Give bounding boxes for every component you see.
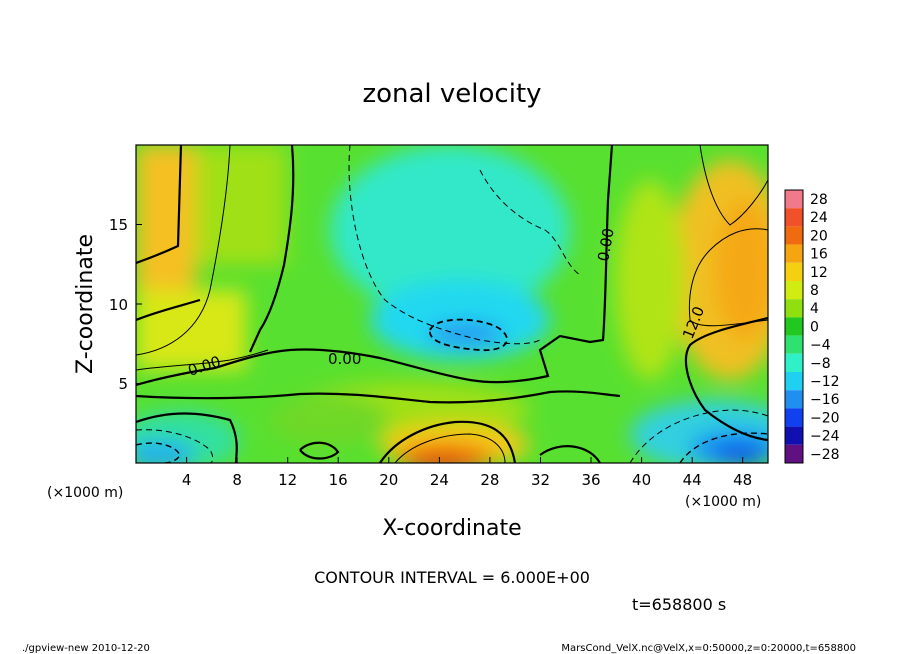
y-tick-label: 15	[109, 216, 128, 234]
colorbar-tick-label: 16	[810, 247, 828, 263]
x-tick-label: 44	[683, 471, 702, 489]
colorbar-swatch	[785, 281, 803, 300]
y-axis	[136, 224, 142, 384]
x-tick-label: 20	[379, 471, 398, 489]
x-axis	[186, 457, 744, 463]
x-tick-label: 16	[329, 471, 348, 489]
contour-zero	[685, 316, 768, 442]
chart-title: zonal velocity	[362, 79, 541, 109]
contour-negative	[136, 429, 214, 463]
field-region	[196, 145, 286, 265]
colorbar-tick-label: 8	[810, 283, 819, 299]
footer-left: ./gpview-new 2010-12-20	[22, 643, 150, 654]
colorbar-swatch	[785, 244, 803, 263]
plot-area: 0.00 0.00 0.00 12.0	[136, 145, 768, 463]
x-unit-right: (×1000 m)	[685, 494, 761, 510]
x-tick-label: 12	[278, 471, 297, 489]
x-tick-label: 4	[182, 471, 192, 489]
x-tick-labels: 4 8 12 16 20 24 28 32 36 40 44 48	[182, 471, 752, 489]
field-region	[136, 440, 195, 463]
contour-interval-note: CONTOUR INTERVAL = 6.000E+00	[314, 568, 590, 587]
colorbar-swatch	[785, 372, 803, 391]
time-label: t=658800 s	[632, 595, 726, 614]
x-unit-left: (×1000 m)	[47, 485, 123, 501]
x-tick-label: 24	[430, 471, 449, 489]
contour-zero	[136, 390, 621, 404]
colorbar-swatch	[785, 226, 803, 245]
contour-positive	[688, 228, 768, 327]
contour-positive	[136, 145, 231, 356]
contour-zero	[136, 145, 614, 387]
colorbar-tick-label: −4	[810, 338, 831, 354]
field-region	[412, 455, 468, 463]
contour-lines	[136, 145, 768, 463]
x-tick-label: 28	[480, 471, 499, 489]
colorbar-tick-label: 24	[810, 210, 828, 226]
colorbar-tick-label: −16	[810, 392, 840, 408]
colorbar-tick-label: 28	[810, 192, 828, 208]
field-region	[428, 322, 504, 346]
colorbar-tick-label: 12	[810, 265, 828, 281]
field-region	[615, 180, 685, 380]
colorbar-swatch	[785, 299, 803, 318]
colorbar-frame	[784, 189, 804, 464]
colorbar-tick-label: −12	[810, 374, 840, 390]
colorbar-tick-label: −20	[810, 410, 840, 426]
contour-zero	[299, 441, 340, 460]
colorbar-swatch	[785, 335, 803, 354]
colorbar-swatch	[785, 353, 803, 372]
colorbar-swatch	[785, 390, 803, 409]
contour-label: 0.00	[328, 350, 361, 368]
y-tick-label: 5	[118, 375, 128, 393]
contour-positive	[699, 145, 768, 226]
colorbar-swatch	[785, 190, 803, 209]
colorbar-swatch	[785, 262, 803, 281]
x-axis-label: X-coordinate	[382, 516, 521, 541]
contour-zero	[136, 412, 238, 463]
colorbar-swatch	[785, 317, 803, 336]
x-tick-label: 8	[232, 471, 242, 489]
x-tick-label: 32	[531, 471, 550, 489]
contour-negative	[679, 432, 768, 463]
colorbar-tick-label: 4	[810, 301, 819, 317]
field-region	[270, 395, 390, 445]
y-tick-label: 10	[109, 296, 128, 314]
y-tick-labels: 5 10 15	[109, 216, 128, 393]
contour-zero	[136, 298, 201, 322]
contour-label: 0.00	[594, 227, 618, 263]
x-tick-label: 40	[632, 471, 651, 489]
colorbar-swatch	[785, 426, 803, 445]
field-region	[715, 200, 768, 340]
colorbar-tick-label: −24	[810, 429, 840, 445]
colorbar-tick-label: 0	[810, 319, 819, 335]
colorbar: 28 24 20 16 12 8 4 0 −4 −8 −12 −16 −20 −…	[784, 189, 840, 464]
field-region	[715, 445, 765, 463]
field-region	[330, 145, 570, 315]
contour-zero	[136, 145, 183, 265]
contour-zero	[539, 445, 601, 463]
field-region	[136, 145, 196, 295]
colorbar-swatch	[785, 444, 803, 463]
contour-negative	[136, 442, 181, 463]
x-tick-label: 48	[733, 471, 752, 489]
contour-negative	[479, 169, 581, 276]
x-tick-label: 36	[581, 471, 600, 489]
colorbar-tick-label: 20	[810, 228, 828, 244]
contour-positive	[394, 433, 506, 463]
colorbar-tick-label: −8	[810, 356, 831, 372]
contour-negative	[429, 318, 508, 351]
colorbar-swatch	[785, 408, 803, 427]
contour-positive	[136, 349, 269, 371]
contour-zero	[248, 145, 295, 353]
colorbar-swatch	[785, 208, 803, 227]
contour-zero	[379, 420, 517, 463]
colorbar-tick-label: −28	[810, 447, 840, 463]
y-axis-label: Z-coordinate	[73, 234, 98, 374]
footer-right: MarsCond_VelX.nc@VelX,x=0:50000,z=0:2000…	[561, 643, 856, 654]
